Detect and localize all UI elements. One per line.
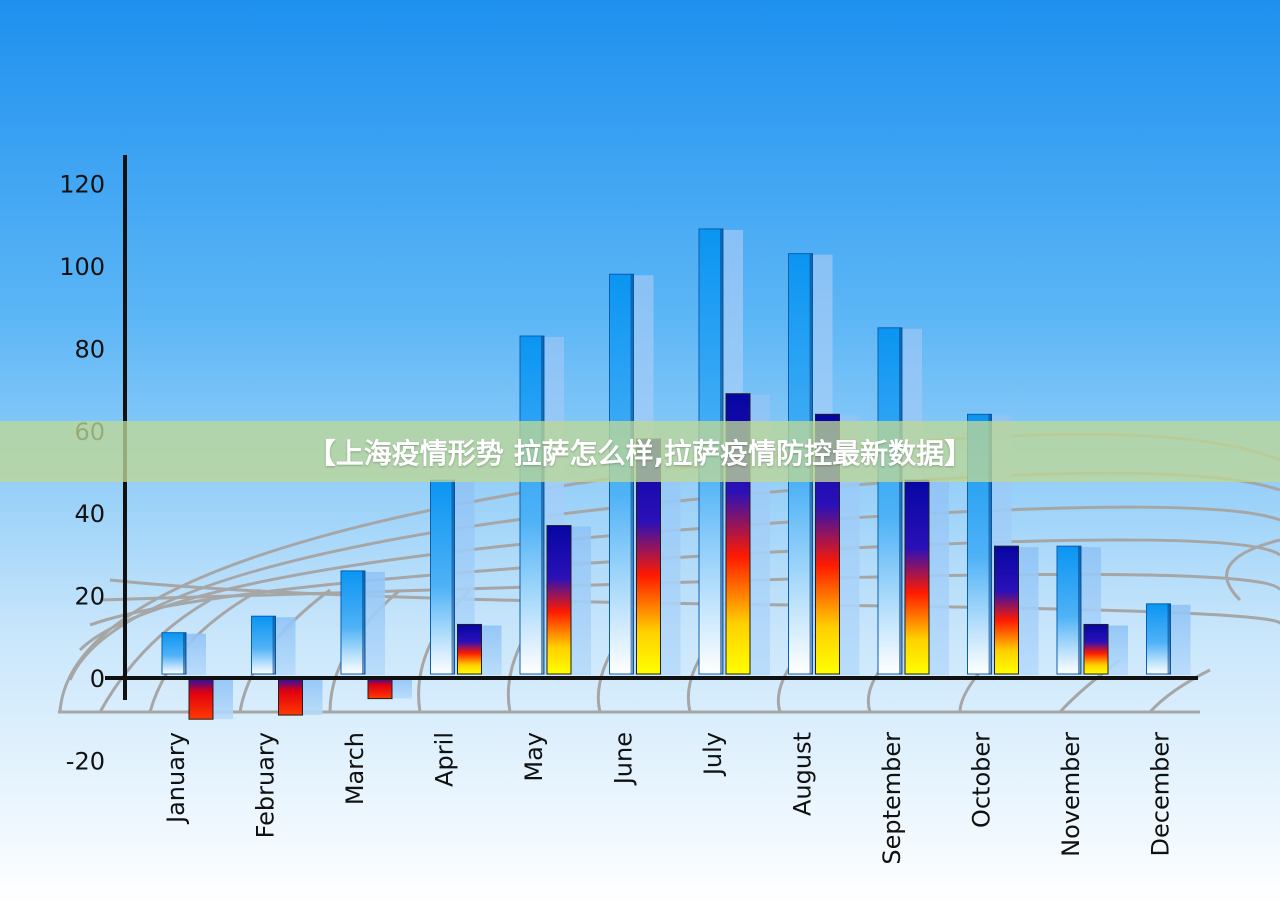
- x-tick-label: March: [341, 732, 369, 805]
- bar-series2-march: [367, 677, 393, 700]
- bar-series2-september: [904, 479, 930, 675]
- x-tick-label: July: [699, 732, 727, 777]
- bar-edge-january: [183, 632, 186, 674]
- banner-title: 【上海疫情形势 拉萨怎么样,拉萨疫情防控最新数据】: [307, 436, 973, 470]
- bar-edge-october: [988, 414, 992, 674]
- bar-edge-december: [1167, 603, 1171, 674]
- bar-series1-february: [251, 615, 276, 675]
- bar-series1-november: [1056, 545, 1082, 675]
- y-tick-label: 0: [90, 665, 105, 693]
- y-tick-label: 100: [59, 253, 105, 281]
- bar-edge-february: [272, 616, 276, 674]
- bar-series2-january: [188, 677, 214, 720]
- x-tick-label: April: [431, 732, 459, 787]
- y-tick-label: 120: [59, 171, 105, 199]
- bar-series2-october: [994, 545, 1019, 675]
- y-axis-ticks: -20020406080100120: [59, 171, 105, 776]
- grid-ray-13: [1225, 538, 1280, 602]
- x-tick-label: January: [162, 732, 190, 825]
- y-tick-label: -20: [66, 747, 105, 775]
- x-tick-label: May: [520, 732, 548, 782]
- bar-series1-may: [519, 335, 545, 675]
- bar-series1-december: [1146, 603, 1171, 675]
- x-tick-label: October: [968, 732, 996, 828]
- bar2-shadow-march: [388, 678, 412, 699]
- bar-series2-november: [1083, 623, 1109, 675]
- bar-edge-april: [451, 480, 455, 674]
- bar-series1-january: [161, 632, 187, 675]
- x-tick-label: February: [252, 732, 280, 838]
- x-tick-label: August: [789, 732, 817, 816]
- grid-ray-12: [1148, 668, 1211, 714]
- bar-series1-september: [877, 327, 903, 675]
- bar-series2-may: [546, 525, 572, 675]
- bar-series2-april: [457, 623, 482, 675]
- grid-ray-0: [98, 598, 211, 713]
- bar-series1-march: [340, 570, 366, 675]
- y-tick-label: 80: [74, 335, 105, 363]
- x-tick-label: September: [878, 732, 906, 865]
- x-tick-label: November: [1057, 732, 1085, 857]
- bar-edge-may: [541, 336, 544, 674]
- y-tick-label: 20: [74, 583, 105, 611]
- x-axis-labels: January February March April May June July Augu…: [162, 732, 1175, 865]
- bar-series2-february: [278, 677, 303, 716]
- x-tick-label: December: [1147, 732, 1175, 857]
- title-banner: 【上海疫情形势 拉萨怎么样,拉萨疫情防控最新数据】: [0, 421, 1280, 482]
- y-tick-label: 40: [74, 500, 105, 528]
- bar-edge-november: [1078, 546, 1081, 674]
- bar-edge-september: [899, 327, 902, 674]
- x-tick-label: June: [610, 732, 638, 786]
- bar-edge-march: [362, 570, 365, 674]
- bar-series1-april: [430, 479, 455, 675]
